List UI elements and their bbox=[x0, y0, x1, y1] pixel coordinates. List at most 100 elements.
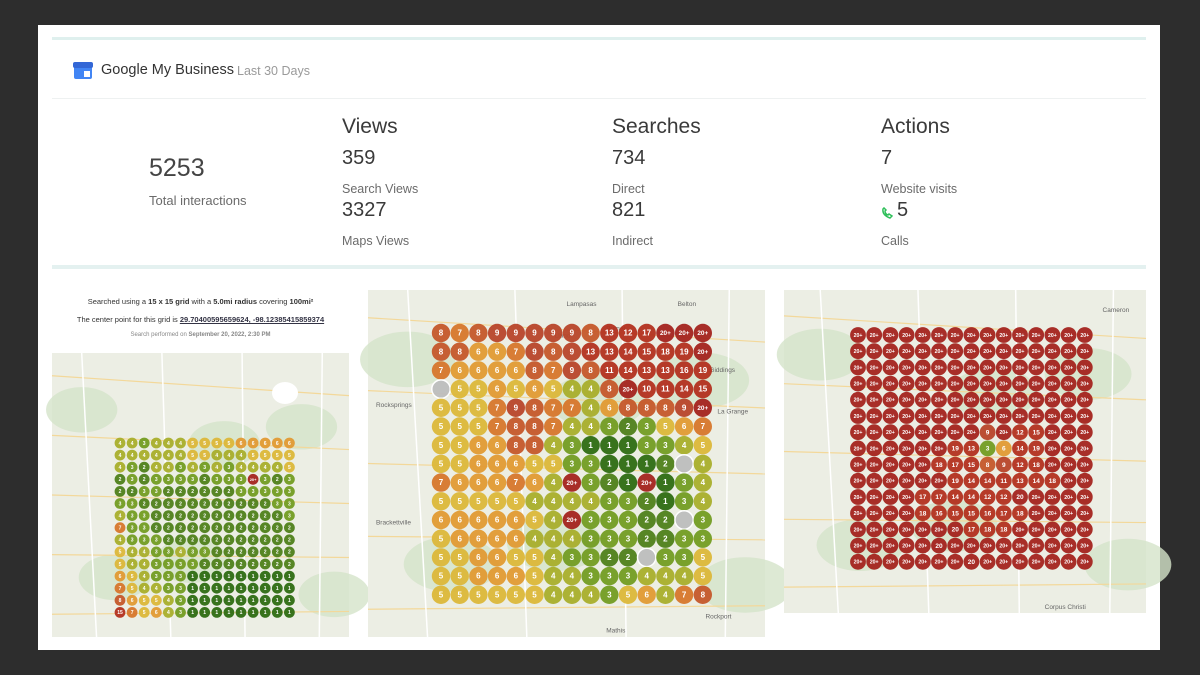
rank-label: 1 bbox=[228, 610, 231, 616]
rank-dot bbox=[693, 492, 712, 511]
rank-label: 20+ bbox=[1080, 560, 1089, 566]
rank-dot bbox=[247, 534, 259, 546]
rank-dot bbox=[866, 456, 883, 473]
rank-dot bbox=[114, 473, 126, 485]
rank-dot bbox=[1076, 359, 1093, 376]
rank-label: 20+ bbox=[1016, 527, 1025, 533]
rank-dot bbox=[450, 585, 469, 604]
rank-dot bbox=[271, 437, 283, 449]
rank-label: 4 bbox=[264, 465, 267, 471]
rank-label: 3 bbox=[288, 489, 291, 495]
coordinates[interactable]: 29.70400595659624, -98.12385415859374 bbox=[179, 315, 325, 324]
rank-label: 12 bbox=[624, 329, 633, 338]
rank-label: 5 bbox=[288, 465, 291, 471]
rank-dot bbox=[487, 361, 507, 380]
rank-label: 3 bbox=[228, 465, 231, 471]
map-park bbox=[360, 331, 456, 388]
rank-label: 4 bbox=[252, 465, 255, 471]
rank-label: 20+ bbox=[999, 560, 1008, 566]
rank-dot bbox=[898, 408, 915, 424]
rank-dot bbox=[175, 510, 186, 521]
rank-label: 20+ bbox=[918, 479, 927, 485]
rank-label: 8 bbox=[532, 422, 537, 431]
map-lake bbox=[272, 382, 298, 404]
rank-dot bbox=[1012, 456, 1028, 473]
rank-dot bbox=[898, 553, 915, 570]
rank-label: 1 bbox=[203, 574, 206, 580]
rank-dot bbox=[931, 359, 947, 376]
rank-label: 4 bbox=[701, 497, 706, 506]
rank-dot bbox=[1028, 327, 1045, 343]
rank-dot bbox=[223, 449, 235, 461]
rank-dot bbox=[850, 343, 866, 360]
rank-dot bbox=[235, 534, 247, 546]
rank-dot bbox=[247, 607, 259, 618]
rank-label: 20+ bbox=[935, 398, 944, 404]
rank-dot bbox=[1028, 359, 1045, 376]
rank-dot bbox=[866, 375, 883, 392]
rank-label: 8 bbox=[439, 329, 444, 338]
rank-dot bbox=[487, 529, 507, 548]
rank-label: 6 bbox=[495, 534, 500, 543]
rank-dot bbox=[469, 548, 488, 567]
rank-label: 13 bbox=[642, 366, 651, 375]
rank-dot bbox=[581, 585, 600, 604]
rank-label: 20+ bbox=[1048, 381, 1057, 387]
rank-dot bbox=[1060, 408, 1077, 424]
stat-heading: Searches bbox=[612, 115, 701, 138]
rank-label: 2 bbox=[252, 501, 255, 507]
rank-label: 20+ bbox=[983, 381, 992, 387]
rank-label: 1 bbox=[276, 598, 279, 604]
rank-dot bbox=[175, 437, 186, 449]
rank-label: 1 bbox=[191, 610, 194, 616]
rank-dot bbox=[1076, 537, 1093, 554]
rank-dot bbox=[914, 505, 931, 522]
rank-label: 20+ bbox=[870, 430, 879, 436]
rank-label: 6 bbox=[131, 598, 134, 604]
rank-dot bbox=[199, 437, 211, 449]
rank-label: 12 bbox=[1000, 494, 1008, 501]
rank-label: 1 bbox=[663, 478, 668, 487]
rank-dot bbox=[235, 449, 247, 461]
rank-label: 6 bbox=[457, 516, 462, 525]
rank-label: 11 bbox=[1000, 478, 1007, 485]
rank-dot bbox=[126, 534, 138, 546]
rank-label: 6 bbox=[264, 441, 267, 447]
rank-dot bbox=[223, 534, 235, 546]
rank-dot bbox=[187, 510, 199, 521]
stat-label: Calls bbox=[881, 234, 909, 248]
rank-dot bbox=[150, 570, 162, 582]
rank-label: 4 bbox=[532, 497, 537, 506]
rank-dot bbox=[693, 510, 712, 530]
rank-dot bbox=[947, 359, 964, 376]
rank-dot bbox=[866, 359, 883, 376]
rank-label: 20+ bbox=[967, 349, 976, 355]
rank-dot bbox=[1044, 456, 1061, 473]
rank-dot bbox=[693, 548, 712, 567]
subtitle: Last 30 Days bbox=[237, 64, 310, 78]
rank-dot bbox=[1060, 359, 1077, 376]
rank-label: 20+ bbox=[902, 446, 911, 452]
rank-dot bbox=[259, 558, 271, 570]
rank-dot bbox=[581, 492, 600, 511]
rank-label: 4 bbox=[551, 590, 556, 599]
rank-label: 20+ bbox=[854, 398, 863, 404]
rank-dot bbox=[211, 461, 223, 473]
rank-label: 20+ bbox=[870, 365, 879, 371]
rank-dot bbox=[1044, 553, 1061, 570]
rank-label: 3 bbox=[191, 562, 194, 568]
rank-dot bbox=[979, 327, 996, 343]
rank-label: 2 bbox=[276, 477, 279, 483]
rank-label: 20+ bbox=[1032, 381, 1041, 387]
rank-dot bbox=[450, 566, 469, 586]
rank-label: 20+ bbox=[951, 365, 960, 371]
rank-label: 5 bbox=[457, 460, 462, 469]
rank-dot bbox=[995, 375, 1012, 392]
rank-label: 3 bbox=[276, 501, 279, 507]
rank-label: 1 bbox=[215, 586, 218, 592]
rank-dot bbox=[150, 594, 162, 606]
rank-label: 3 bbox=[179, 562, 182, 568]
rank-label: 2 bbox=[288, 550, 291, 556]
rank-label: 17 bbox=[968, 527, 976, 534]
rank-dot bbox=[271, 534, 283, 546]
